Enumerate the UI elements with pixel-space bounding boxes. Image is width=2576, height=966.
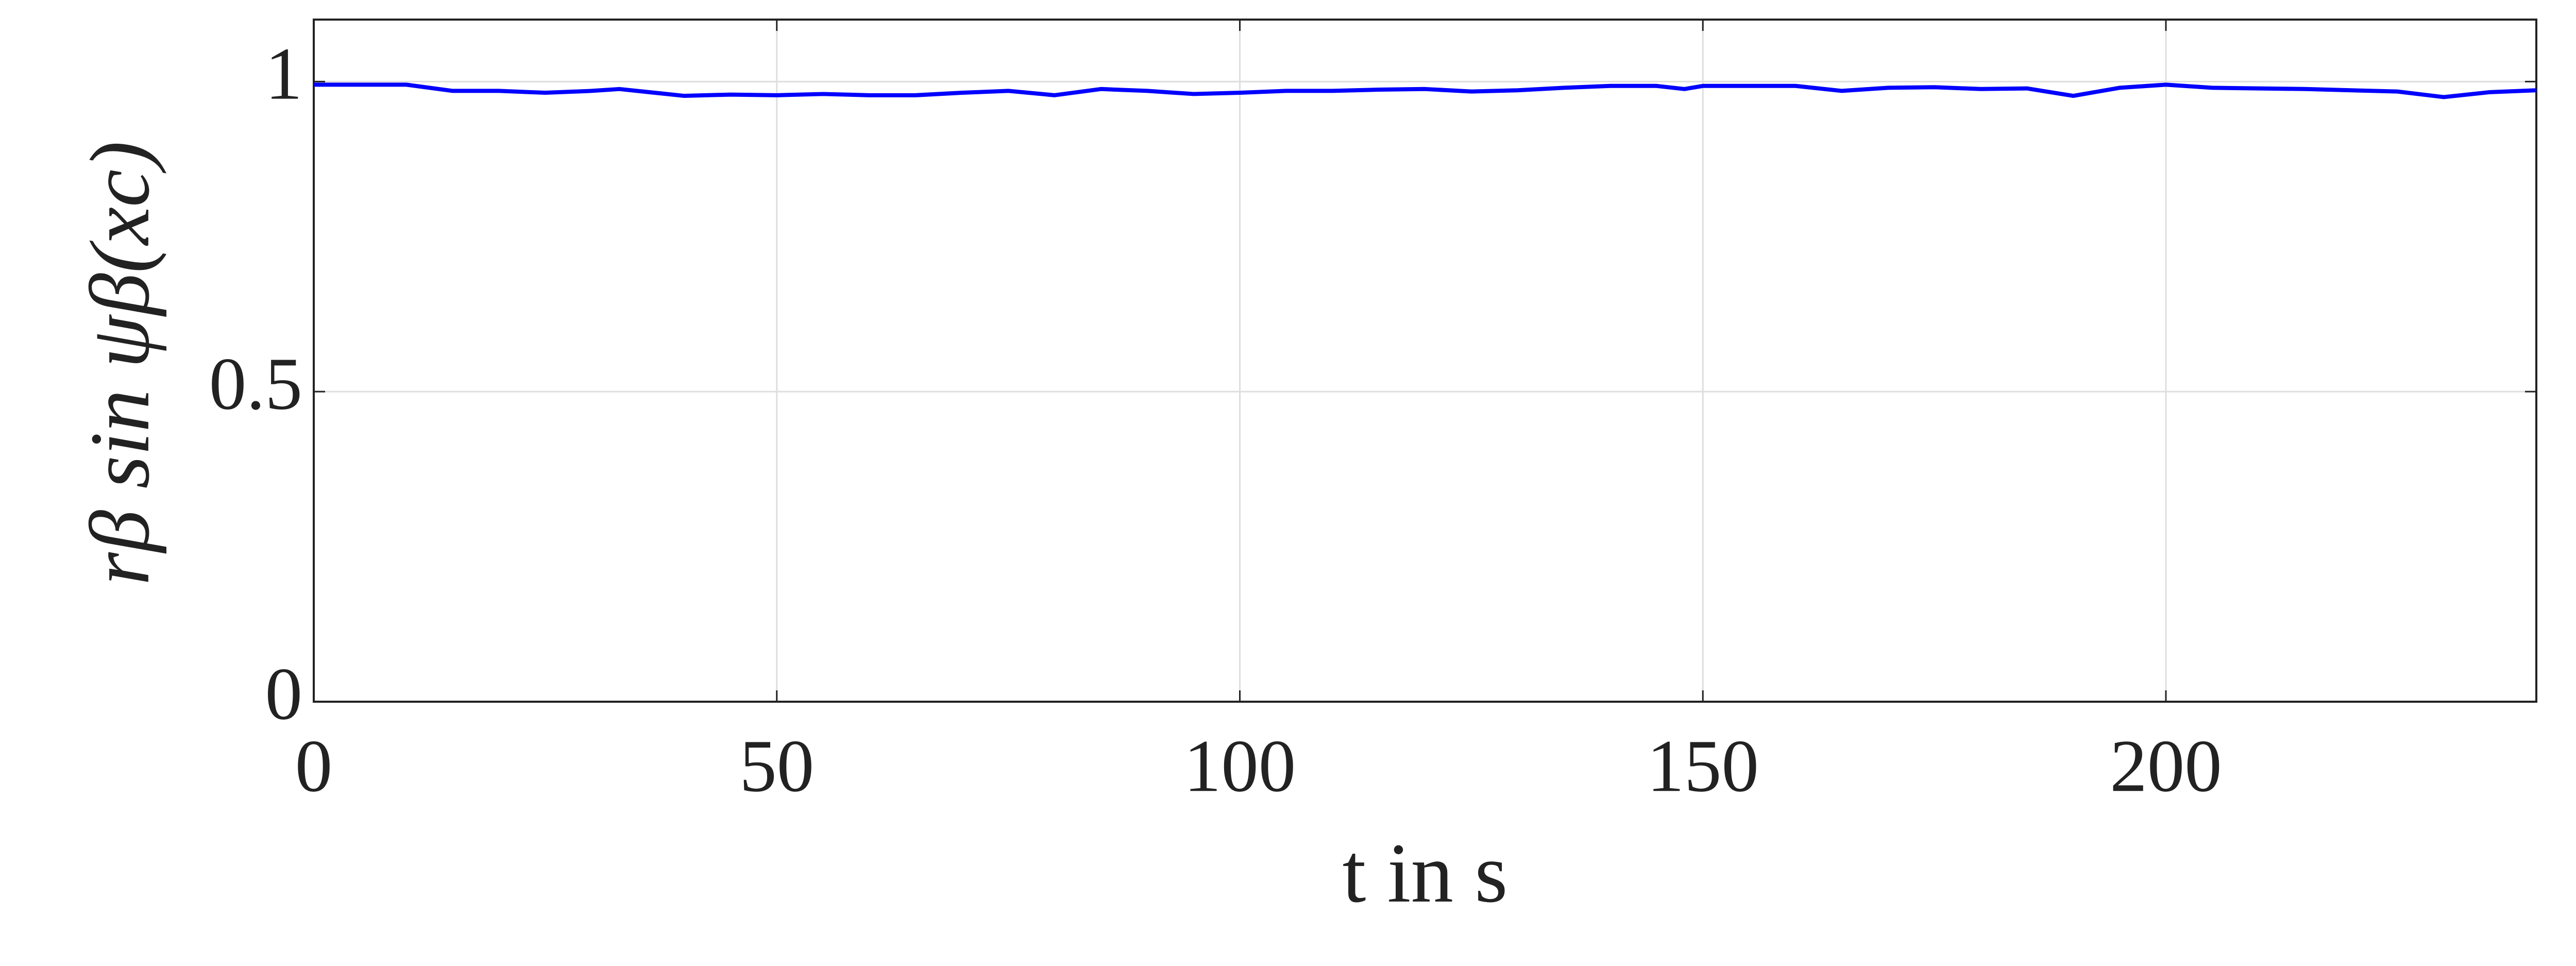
x-tick-label: 150 bbox=[1647, 725, 1759, 807]
y-tick-label: 0 bbox=[265, 653, 303, 735]
y-tick-label: 0.5 bbox=[209, 343, 302, 425]
line-series bbox=[314, 82, 2537, 99]
y-tick-label: 1 bbox=[265, 33, 303, 115]
x-tick-label: 50 bbox=[739, 725, 814, 807]
x-tick-label: 100 bbox=[1184, 725, 1296, 807]
x-tick-label: 0 bbox=[295, 725, 333, 807]
plot-frame bbox=[313, 19, 2537, 703]
x-axis-label: t in s bbox=[1343, 826, 1508, 920]
y-axis-label: rβ sin ψβ(xc) bbox=[73, 141, 167, 585]
x-tick-label: 200 bbox=[2110, 725, 2222, 807]
